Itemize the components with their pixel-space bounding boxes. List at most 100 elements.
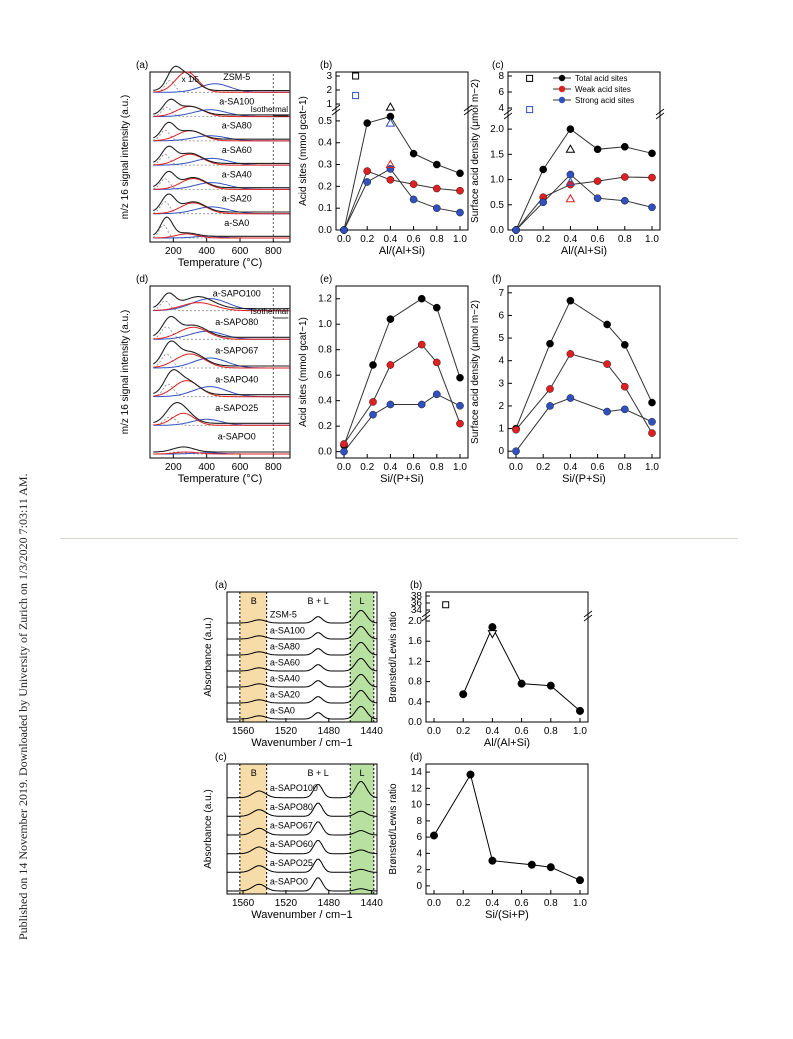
tpd-trace — [153, 401, 290, 424]
trace-label: a-SAPO25 — [270, 858, 313, 868]
strong-fit — [153, 157, 290, 166]
chart-line-e: (e) Acid sites (mmol gcat−1) Si/(P+Si) 0.0 0… — [298, 274, 469, 485]
x-tick-label: 0.2 — [456, 726, 470, 737]
y-tick-label: 12 — [411, 783, 423, 794]
weak-fit — [153, 130, 290, 142]
panel-label: (d) — [410, 752, 422, 763]
series-line — [515, 173, 653, 231]
y-tick-label: 0.2 — [318, 421, 332, 432]
y-tick-label: 1 — [326, 99, 332, 110]
x-tick-label: 800 — [265, 462, 282, 473]
data-point — [593, 194, 602, 203]
x-axis-label: Si/(P+Si) — [562, 473, 606, 485]
ir-trace — [227, 658, 378, 672]
data-point — [456, 401, 464, 410]
x-axis-label: Al/(Al+Si) — [379, 245, 425, 257]
data-point — [466, 770, 475, 779]
y-axis-label: Surface acid density (μmol m−2) — [470, 79, 481, 223]
data-point — [527, 860, 536, 869]
y-tick-label: 4 — [498, 103, 504, 114]
data-point — [593, 145, 602, 154]
data-point — [340, 447, 348, 456]
data-point — [546, 681, 555, 690]
x-tick-label: 0.0 — [427, 898, 441, 909]
y-tick-label: 4 — [416, 848, 422, 859]
x-tick-label: 1440 — [361, 898, 384, 909]
data-point — [648, 398, 656, 407]
series-line — [343, 393, 461, 452]
chart-frame — [425, 591, 589, 723]
open-square-marker — [352, 72, 360, 80]
trace-label: a-SA20 — [270, 689, 300, 699]
tpd-panel-a: (a) m/z 16 signal intensity (a.u.) Tempera… — [120, 60, 291, 269]
data-point — [432, 390, 441, 399]
weak-fit — [153, 302, 290, 312]
tpd-trace — [153, 193, 290, 213]
data-point — [512, 447, 520, 456]
y-tick-label: 1.2 — [408, 656, 422, 667]
band-l — [350, 764, 374, 894]
series-line — [343, 115, 461, 231]
open-square-marker — [526, 106, 534, 114]
y-tick-label: 1.2 — [318, 294, 332, 305]
panel-label: (e) — [320, 274, 332, 285]
open-triangle-marker — [385, 159, 396, 169]
data-point — [539, 165, 548, 174]
data-point — [512, 226, 520, 234]
y-tick-label: 7 — [498, 288, 504, 299]
x-axis-label: Si/(P+Si) — [380, 473, 424, 485]
y-tick-label: 1.5 — [490, 149, 504, 160]
data-point — [546, 385, 554, 393]
panel-label: (d) — [136, 274, 148, 285]
data-point — [363, 178, 372, 186]
isothermal-label: Isothermal — [251, 105, 289, 114]
y-tick-label: 8 — [416, 816, 422, 827]
y-tick-label: 2.0 — [490, 124, 504, 135]
y-tick-label: 2 — [498, 401, 504, 412]
y-axis-label: Acid sites (mmol gcat−1) — [298, 96, 309, 206]
x-tick-label: 0.8 — [618, 462, 632, 473]
chart-scatter-d: (d) Brønsted/Lewis ratio Si/(Si+P) 0.0 0.2 0.… — [388, 752, 589, 921]
data-point — [566, 296, 575, 305]
ir-trace — [227, 840, 378, 855]
data-point — [648, 203, 656, 212]
data-point — [488, 623, 497, 632]
x-axis-label: Si/(Si+P) — [485, 909, 529, 921]
data-point — [539, 198, 548, 207]
y-tick-label: 0.0 — [318, 225, 332, 236]
x-axis-label: Al/(Al+Si) — [484, 737, 530, 749]
y-tick-label: 0.4 — [408, 697, 422, 708]
tpd-panel-d: (d) m/z 16 signal intensity (a.u.) Tempera… — [120, 274, 291, 485]
x-tick-label: 0.8 — [544, 898, 558, 909]
data-point — [546, 402, 554, 410]
weak-fit — [153, 380, 290, 398]
x-tick-label: 0.2 — [536, 462, 550, 473]
x-tick-label: 1560 — [232, 898, 255, 909]
data-point — [648, 173, 656, 182]
ir-trace — [227, 781, 378, 799]
ir-trace — [227, 858, 378, 873]
data-point — [386, 112, 395, 121]
x-tick-label: 0.4 — [563, 234, 577, 245]
y-tick-label: 36 — [411, 598, 423, 609]
x-tick-label: 1.0 — [453, 462, 467, 473]
series-line — [515, 299, 653, 429]
x-tick-label: 1440 — [361, 726, 384, 737]
data-point — [363, 167, 372, 175]
chart-frame — [335, 71, 469, 231]
x-tick-label: 0.6 — [591, 234, 605, 245]
y-tick-label: 0.2 — [318, 181, 332, 192]
axis-break — [463, 104, 473, 116]
data-point — [517, 679, 526, 688]
y-tick-label: 8 — [498, 71, 504, 82]
x-tick-label: 1480 — [318, 726, 341, 737]
data-point — [488, 856, 497, 865]
x-tick-label: 0.2 — [360, 234, 374, 245]
trace-label: a-SA100 — [219, 96, 254, 106]
x-tick-label: 0.0 — [509, 462, 523, 473]
x-tick-label: 0.6 — [407, 462, 421, 473]
x-tick-label: 1560 — [232, 726, 255, 737]
x-tick-label: 1.0 — [645, 462, 659, 473]
scale-annotation: x 1/5 — [182, 75, 200, 84]
